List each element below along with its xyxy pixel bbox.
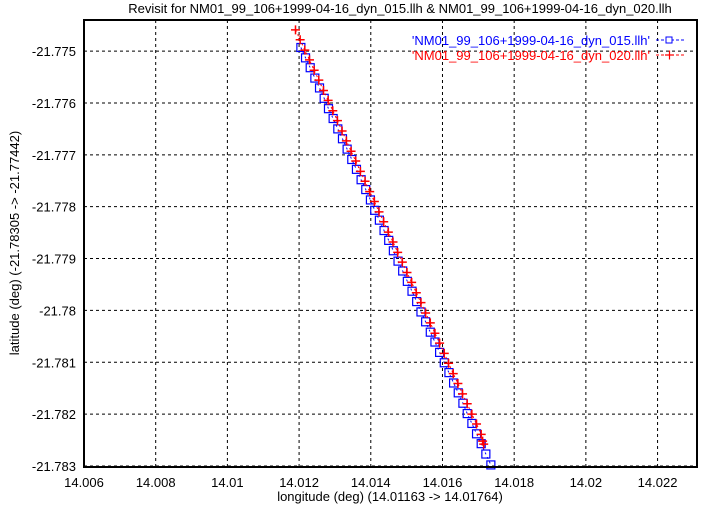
data-point-plus [304,55,314,65]
y-tick-label: -21.781 [32,355,76,370]
data-point-plus [355,166,365,176]
data-point-plus [379,217,389,227]
tick-labels: 14.006 14.008 14.01 14.012 14.014 14.016 14.01… [32,44,678,490]
data-point-plus [393,247,403,257]
data-point-plus [337,126,347,136]
data-point-square [481,449,491,459]
x-tick-label: 14.022 [638,475,678,490]
plot-border [83,19,698,468]
data-point-plus [291,25,301,35]
data-point-plus [388,237,398,247]
y-tick-label: -21.78 [39,303,76,318]
data-point-plus [439,348,449,358]
data-point-plus [300,45,310,55]
y-tick-label: -21.776 [32,96,76,111]
y-tick-label: -21.778 [32,200,76,215]
data-marks [291,25,496,470]
x-tick-label: 14.01 [211,475,244,490]
data-point-plus [360,176,370,186]
data-point-plus [467,409,477,419]
data-point-plus [318,86,328,96]
data-point-plus [374,207,384,217]
x-tick-label: 14.016 [423,475,463,490]
y-tick-label: -21.779 [32,252,76,267]
data-point-plus [383,227,393,237]
y-tick-label: -21.782 [32,407,76,422]
data-point-square [444,368,454,378]
data-point-plus [341,136,351,146]
grid [83,20,697,467]
data-point-square [374,215,384,225]
legend-label-1: 'NM01_99_106+1999-04-16_dyn_020.llh' [412,48,650,63]
data-point-plus [309,65,319,75]
x-tick-label: 14.008 [136,475,176,490]
x-axis-label: longitude (deg) (14.01163 -> 14.01764) [277,489,503,504]
data-point-plus [332,116,342,126]
data-point-plus [402,268,412,278]
data-point-plus [444,358,454,368]
y-tick-label: -21.783 [32,459,76,474]
legend: 'NM01_99_106+1999-04-16_dyn_015.llh' 'NM… [412,33,684,63]
data-point-plus [448,369,458,379]
data-point-square [486,460,496,470]
data-point-plus [430,328,440,338]
data-point-plus [323,95,333,105]
data-point-plus [369,196,379,206]
data-point-plus [435,338,445,348]
data-point-plus [458,389,468,399]
data-point-plus [462,399,472,409]
data-point-square [425,327,435,337]
data-point-plus [425,318,435,328]
legend-label-0: 'NM01_99_106+1999-04-16_dyn_015.llh' [412,33,650,48]
data-point-plus [472,419,482,429]
x-tick-label: 14.02 [570,475,603,490]
y-axis-label: latitude (deg) (-21.78305 -> -21.77442) [7,131,22,355]
data-point-plus [407,277,417,287]
chart-title: Revisit for NM01_99_106+1999-04-16_dyn_0… [128,1,672,16]
x-tick-label: 14.006 [64,475,104,490]
x-tick-label: 14.018 [494,475,534,490]
data-point-plus [421,308,431,318]
data-point-plus [416,298,426,308]
data-point-plus [328,106,338,116]
data-point-plus [314,75,324,85]
data-point-plus [411,288,421,298]
data-point-plus [476,429,486,439]
data-point-plus [453,379,463,389]
data-point-plus [397,257,407,267]
data-point-square [347,154,357,165]
x-tick-label: 14.012 [279,475,319,490]
legend-marker-plus [665,50,674,60]
data-point-plus [346,146,356,156]
legend-marker-square [665,36,673,44]
data-point-plus [295,35,305,45]
data-point-square [407,286,417,296]
y-tick-label: -21.777 [32,148,76,163]
data-point-plus [365,187,375,197]
x-tick-label: 14.014 [351,475,391,490]
data-point-plus [479,439,489,449]
y-tick-label: -21.775 [32,44,76,59]
data-point-plus [351,156,361,166]
